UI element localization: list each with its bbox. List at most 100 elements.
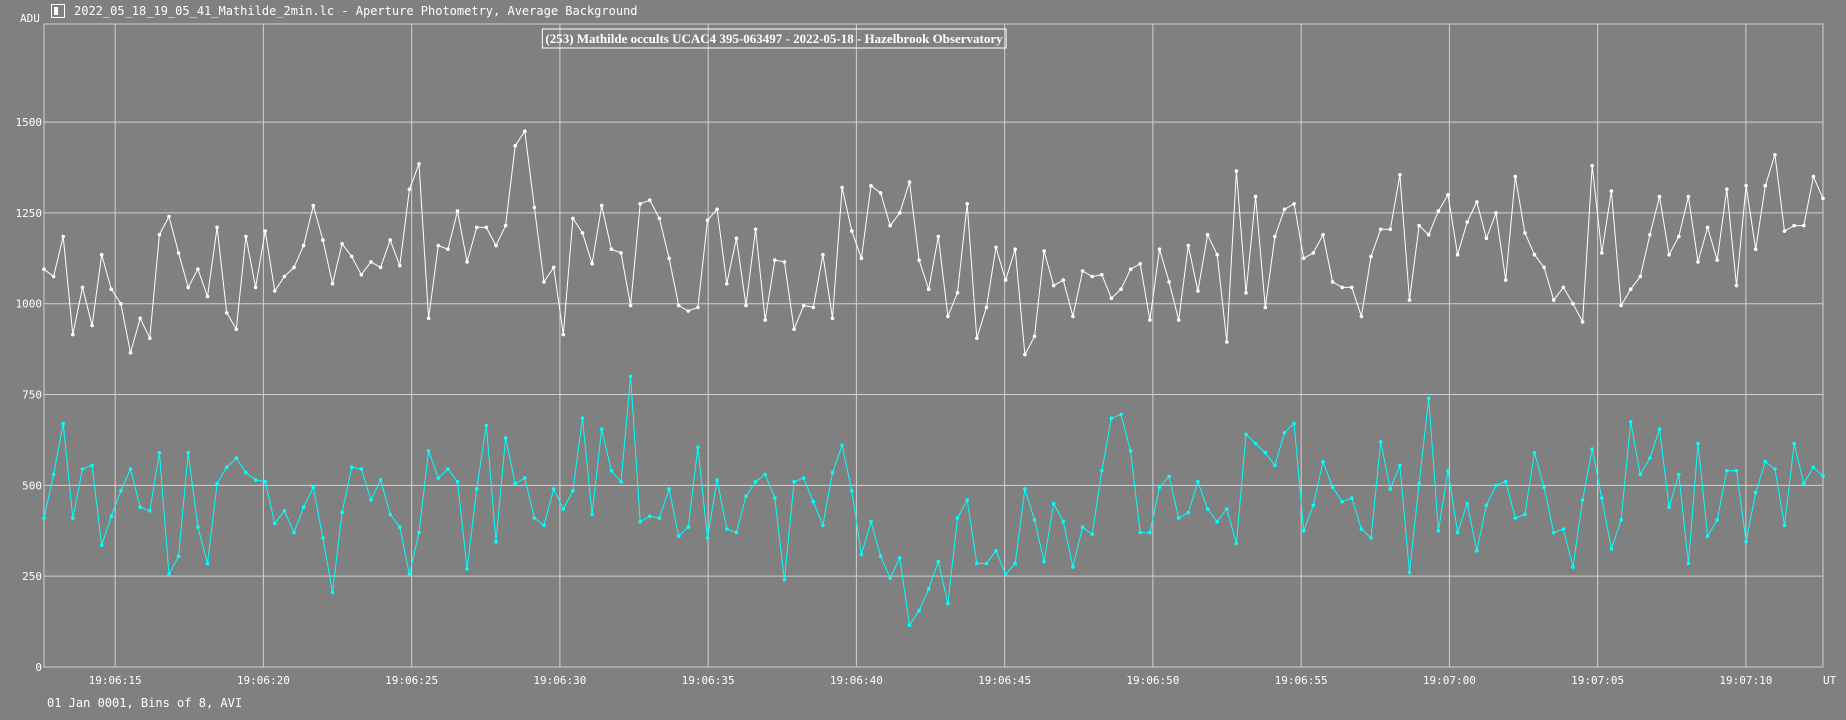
data-point: [186, 285, 190, 290]
data-point: [1686, 194, 1691, 199]
data-point: [917, 258, 921, 262]
data-point: [1475, 200, 1479, 204]
data-point: [340, 510, 344, 515]
data-point: [1263, 450, 1268, 455]
data-point: [792, 479, 796, 484]
data-point: [763, 318, 767, 322]
data-point: [725, 281, 729, 286]
data-point: [167, 572, 171, 577]
data-point: [1475, 549, 1479, 553]
data-point: [1138, 262, 1142, 266]
data-point: [696, 445, 700, 450]
data-point: [1359, 314, 1364, 319]
data-point: [1773, 467, 1777, 471]
data-point: [878, 554, 883, 558]
data-point: [330, 590, 335, 595]
data-point: [1513, 174, 1518, 179]
x-tick-label: 19:06:30: [533, 674, 586, 687]
data-point: [1542, 265, 1546, 270]
data-point: [1648, 456, 1652, 460]
data-point: [1282, 207, 1287, 212]
data-point: [205, 294, 210, 299]
data-point: [1523, 512, 1527, 517]
data-point: [1503, 278, 1508, 282]
data-point: [369, 260, 373, 264]
data-point: [936, 559, 941, 564]
y-tick-label: 500: [22, 479, 42, 492]
data-point: [369, 498, 373, 502]
data-point: [1821, 474, 1825, 479]
x-axis-tick-labels: 19:06:15 19:06:20 19:06:25 19:06:30 19:06:35…: [89, 674, 1773, 687]
data-point: [821, 252, 825, 257]
data-point: [1109, 416, 1114, 421]
data-point: [1802, 481, 1806, 486]
data-point: [1571, 565, 1575, 569]
data-point: [975, 336, 979, 341]
data-point: [1580, 498, 1585, 502]
data-point: [263, 479, 268, 484]
data-point: [446, 467, 450, 471]
data-point: [1417, 223, 1421, 228]
data-point: [523, 476, 527, 480]
data-point: [1148, 530, 1152, 535]
data-point: [196, 267, 200, 272]
data-point: [580, 231, 585, 235]
y-axis-tick-labels: 0 250 500 750 1000 1250 1500: [16, 116, 43, 674]
data-point: [1157, 485, 1162, 490]
data-point: [1301, 529, 1306, 533]
data-point: [1657, 194, 1662, 199]
data-point: [407, 572, 412, 577]
x-tick-label: 19:06:55: [1275, 674, 1328, 687]
data-point: [1176, 318, 1181, 322]
data-point: [1571, 301, 1575, 306]
data-point: [1023, 487, 1027, 491]
data-point: [1696, 260, 1700, 264]
data-point: [1590, 447, 1594, 451]
data-point: [1494, 211, 1498, 215]
data-point: [138, 316, 142, 321]
data-point: [253, 478, 258, 482]
data-point: [1138, 530, 1142, 535]
data-point: [1301, 256, 1306, 261]
data-point: [936, 234, 941, 239]
data-point: [138, 505, 142, 510]
data-point: [1100, 272, 1104, 277]
data-point: [234, 456, 239, 460]
data-point: [109, 287, 114, 292]
data-point: [1609, 189, 1614, 193]
plot-frame: [43, 23, 1824, 668]
data-point: [619, 479, 623, 484]
data-point: [71, 332, 75, 337]
data-point: [1417, 481, 1421, 486]
data-point: [1244, 291, 1248, 295]
data-point: [503, 223, 508, 228]
data-point: [157, 450, 162, 455]
data-point: [888, 223, 892, 228]
data-point: [532, 205, 537, 210]
data-point: [196, 525, 200, 529]
data-point: [1109, 296, 1114, 301]
window-title: 2022_05_18_19_05_41_Mathilde_2min.lc - A…: [74, 4, 638, 18]
data-point: [311, 485, 316, 490]
data-point: [1350, 285, 1354, 290]
data-point: [523, 129, 527, 133]
comparison-star-series: [42, 374, 1825, 627]
data-point: [955, 516, 960, 520]
data-point: [1513, 516, 1518, 520]
data-point: [1744, 539, 1748, 544]
data-point: [1734, 283, 1739, 288]
data-point: [830, 470, 835, 475]
y-tick-label: 1000: [16, 298, 43, 311]
data-point: [1551, 530, 1556, 535]
data-point: [628, 303, 633, 308]
data-point: [638, 202, 642, 206]
data-point: [494, 539, 498, 544]
data-point: [840, 443, 844, 448]
data-point: [1542, 485, 1546, 490]
data-point: [436, 243, 441, 248]
data-point: [484, 423, 489, 428]
data-point: [1013, 561, 1017, 566]
data-point: [580, 416, 585, 421]
data-point: [628, 374, 633, 379]
data-point: [474, 225, 479, 230]
